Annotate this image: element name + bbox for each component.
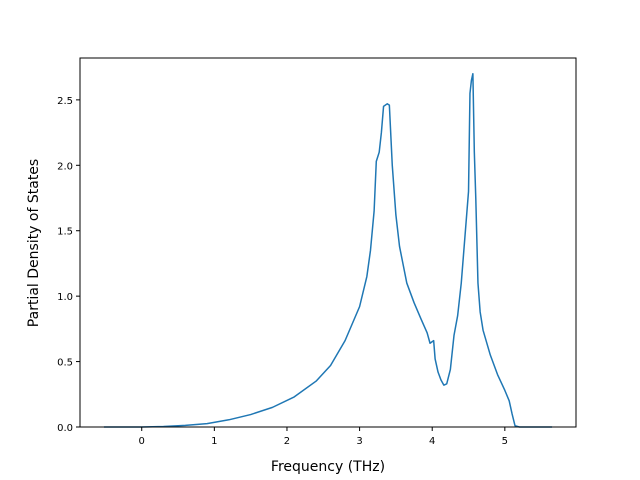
x-tick-label: 4 (429, 436, 435, 447)
series-line-0 (103, 72, 553, 428)
x-axis-label: Frequency (THz) (271, 459, 385, 475)
x-tick-label: 1 (211, 436, 217, 447)
x-axis-ticks: 0 1 2 3 4 5 (139, 427, 508, 447)
x-tick-label: 0 (139, 436, 145, 447)
x-tick-label: 2 (284, 436, 290, 447)
plot-area (103, 72, 553, 428)
x-tick-label: 3 (356, 436, 362, 447)
y-tick-label: 1.5 (57, 227, 73, 238)
y-axis-label: Partial Density of States (26, 159, 42, 327)
y-tick-label: 1.0 (57, 292, 73, 303)
x-tick-label: 5 (502, 436, 508, 447)
axes-frame (79, 57, 577, 428)
y-tick-label: 2.0 (57, 161, 73, 172)
y-tick-label: 0.5 (57, 358, 73, 369)
y-axis-ticks: 0.0 0.5 1.0 1.5 2.0 2.5 (57, 96, 80, 434)
y-tick-label: 0.0 (57, 423, 73, 434)
y-tick-label: 2.5 (57, 96, 73, 107)
